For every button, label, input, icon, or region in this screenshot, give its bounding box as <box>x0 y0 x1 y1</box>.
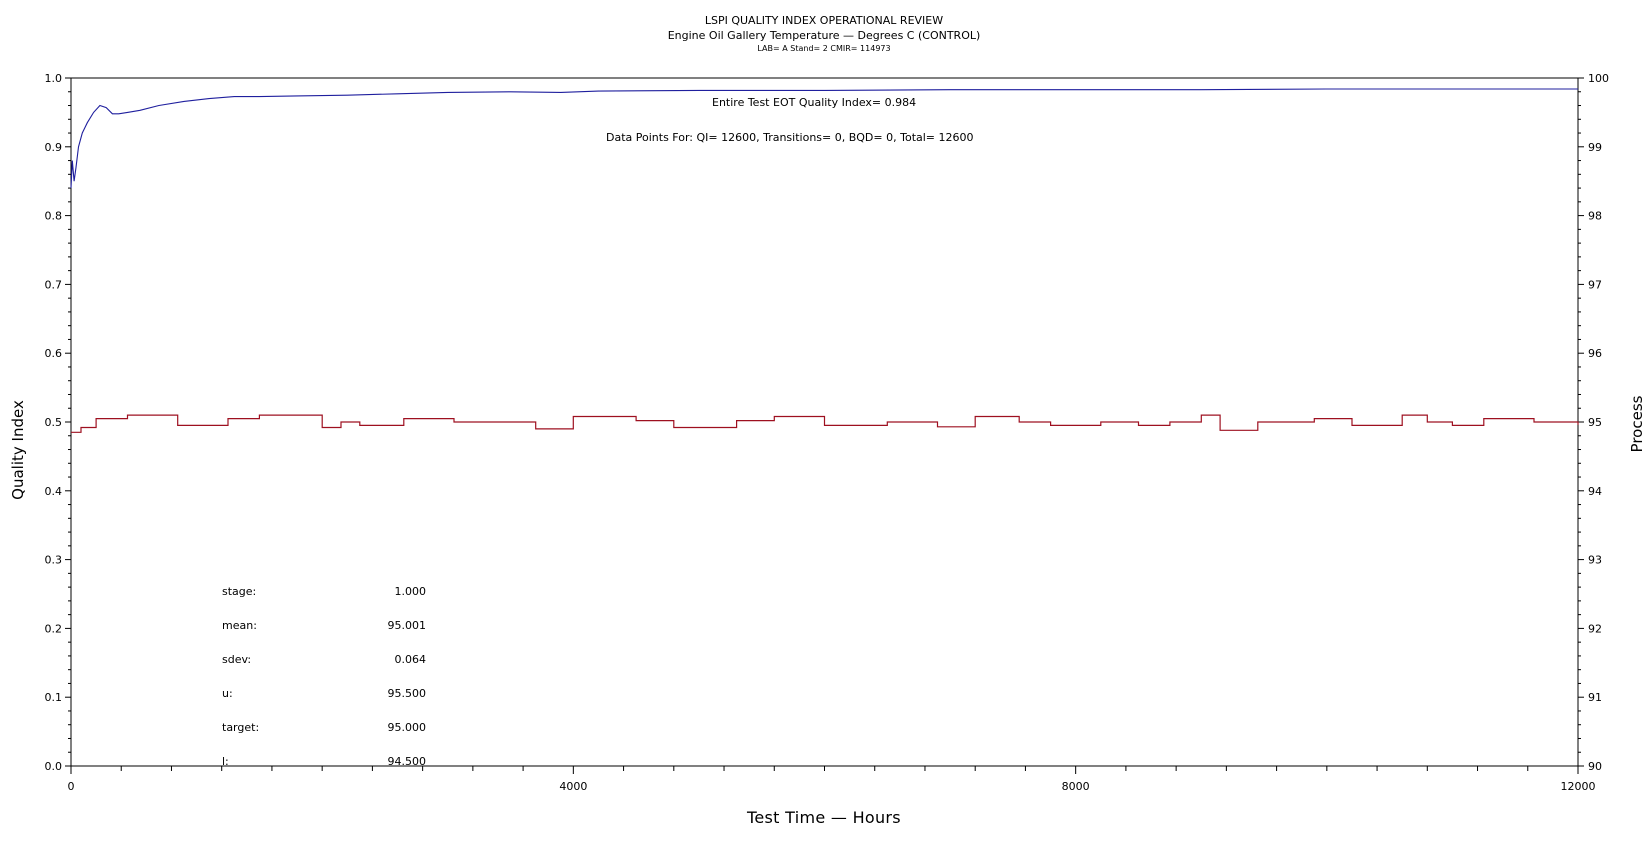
y-tick-label: 0.0 <box>45 760 63 773</box>
x-tick-label: 12000 <box>1561 780 1596 793</box>
series-lines <box>70 88 1579 433</box>
chart-subtitle: Engine Oil Gallery Temperature — Degrees… <box>667 29 981 42</box>
y2-tick-label: 99 <box>1588 141 1602 154</box>
quality-index-annotation: Entire Test EOT Quality Index= 0.984 <box>712 96 917 109</box>
data-points-annotation: Data Points For: QI= 12600, Transitions=… <box>606 131 974 144</box>
chart-caption: LAB= A Stand= 2 CMIR= 114973 <box>757 44 891 53</box>
y2-tick-label: 100 <box>1588 72 1609 85</box>
chart-title: LSPI QUALITY INDEX OPERATIONAL REVIEW <box>704 14 944 27</box>
y2-tick-label: 93 <box>1588 554 1602 567</box>
y-tick-label: 0.6 <box>45 347 63 360</box>
y2-tick-label: 90 <box>1588 760 1602 773</box>
quality-index-series-line <box>70 88 1578 189</box>
stat-label: sdev: <box>222 653 252 666</box>
process-series-line <box>71 414 1579 433</box>
y2-tick-label: 91 <box>1588 691 1602 704</box>
stat-value: 0.064 <box>394 653 427 666</box>
stat-value: 95.001 <box>387 619 427 632</box>
stat-value: 1.000 <box>394 585 427 598</box>
y2-tick-label: 92 <box>1588 622 1602 635</box>
y-tick-label: 0.9 <box>45 141 63 154</box>
y2-tick-label: 98 <box>1588 210 1602 223</box>
stat-label: target: <box>222 721 260 734</box>
y-tick-label: 0.8 <box>45 210 63 223</box>
y-tick-label: 0.2 <box>45 622 63 635</box>
y2-axis-label: Process <box>1628 395 1646 453</box>
y-tick-label: 1.0 <box>45 72 63 85</box>
x-tick-label: 0 <box>68 780 75 793</box>
tick-marks: 0.0 0.1 0.2 0.3 0.4 0.5 0.6 0.7 0.8 0.9 1.0 90 91 92 9… <box>45 72 1610 793</box>
y-tick-label: 0.7 <box>45 278 63 291</box>
stat-value: 95.500 <box>387 687 427 700</box>
x-tick-label: 4000 <box>559 780 587 793</box>
x-tick-label: 8000 <box>1062 780 1090 793</box>
stat-label: stage: <box>222 585 257 598</box>
y-tick-label: 0.1 <box>45 691 63 704</box>
y2-tick-label: 94 <box>1588 485 1602 498</box>
stat-value: 94.500 <box>387 755 427 768</box>
y2-tick-label: 96 <box>1588 347 1602 360</box>
y2-tick-label: 97 <box>1588 278 1602 291</box>
stat-value: 95.000 <box>387 721 427 734</box>
stat-label: l: <box>222 755 229 768</box>
y-tick-label: 0.5 <box>45 416 63 429</box>
x-axis-label: Test Time — Hours <box>747 808 901 827</box>
stat-label: u: <box>222 687 233 700</box>
stat-label: mean: <box>222 619 257 632</box>
y2-tick-label: 95 <box>1588 416 1602 429</box>
y-tick-label: 0.3 <box>45 554 63 567</box>
y-axis-label: Quality Index <box>9 400 27 500</box>
y-tick-label: 0.4 <box>45 485 63 498</box>
